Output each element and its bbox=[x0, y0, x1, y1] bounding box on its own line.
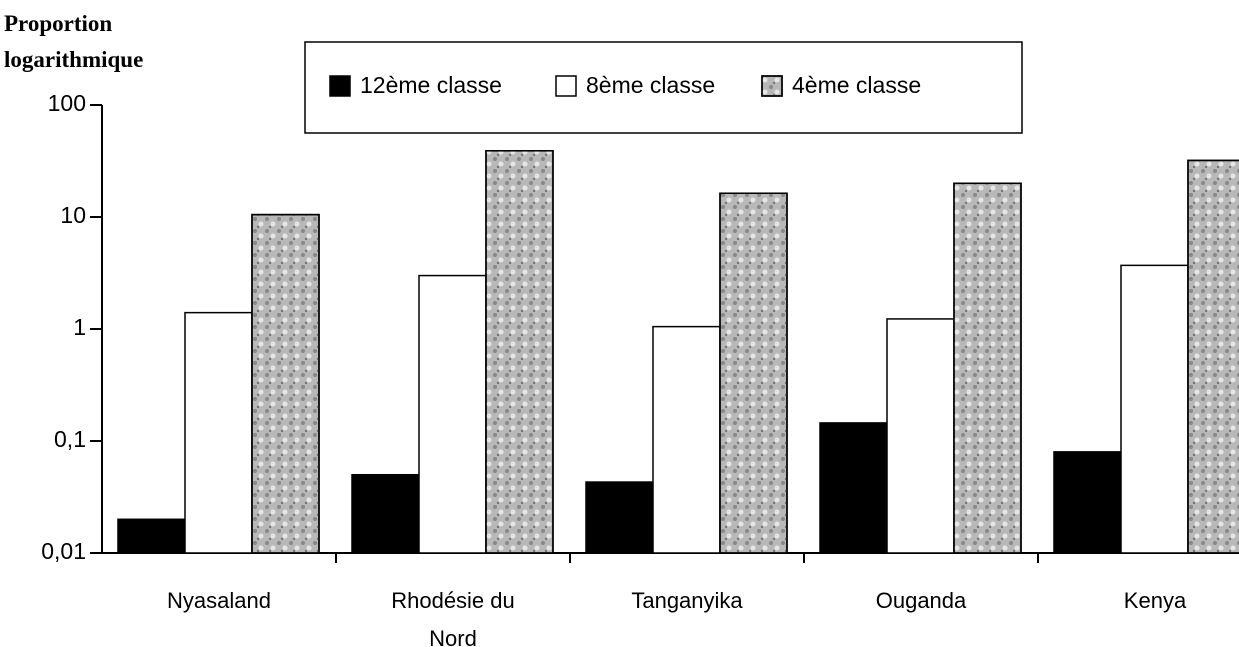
x-tick-label: Tanganyika bbox=[631, 588, 743, 613]
bar bbox=[819, 422, 888, 554]
x-tick-label: Kenya bbox=[1123, 588, 1187, 613]
legend-label: 12ème classe bbox=[360, 72, 502, 98]
bar bbox=[953, 182, 1022, 554]
bar bbox=[251, 213, 320, 554]
bar bbox=[1053, 451, 1122, 554]
x-tick-label: Ouganda bbox=[875, 588, 967, 613]
bar bbox=[886, 318, 955, 554]
bar bbox=[585, 481, 654, 554]
bar bbox=[652, 325, 721, 554]
y-tick-label: 100 bbox=[48, 90, 86, 116]
y-tick-label: 0,01 bbox=[41, 538, 86, 564]
legend-swatch bbox=[555, 75, 577, 97]
y-tick-label: 1 bbox=[73, 314, 86, 340]
bar bbox=[1120, 264, 1189, 554]
bar bbox=[351, 473, 420, 554]
x-tick-label: Rhodésie du Nord bbox=[391, 588, 515, 647]
x-tick-label: Nyasaland bbox=[167, 588, 271, 613]
legend-box bbox=[304, 41, 1023, 134]
bar bbox=[418, 274, 487, 554]
y-tick-label: 10 bbox=[60, 202, 86, 228]
legend-swatch bbox=[329, 75, 351, 97]
y-tick-label: 0,1 bbox=[54, 426, 86, 452]
y-axis-label: Proportion logarithmique bbox=[4, 11, 144, 72]
bar bbox=[719, 192, 788, 554]
legend-label: 8ème classe bbox=[586, 72, 715, 98]
bar bbox=[1187, 159, 1239, 554]
bar bbox=[184, 311, 253, 554]
legend-swatch-texture bbox=[761, 75, 783, 97]
legend-label: 4ème classe bbox=[792, 72, 921, 98]
bar bbox=[485, 150, 554, 554]
bar bbox=[117, 518, 186, 554]
